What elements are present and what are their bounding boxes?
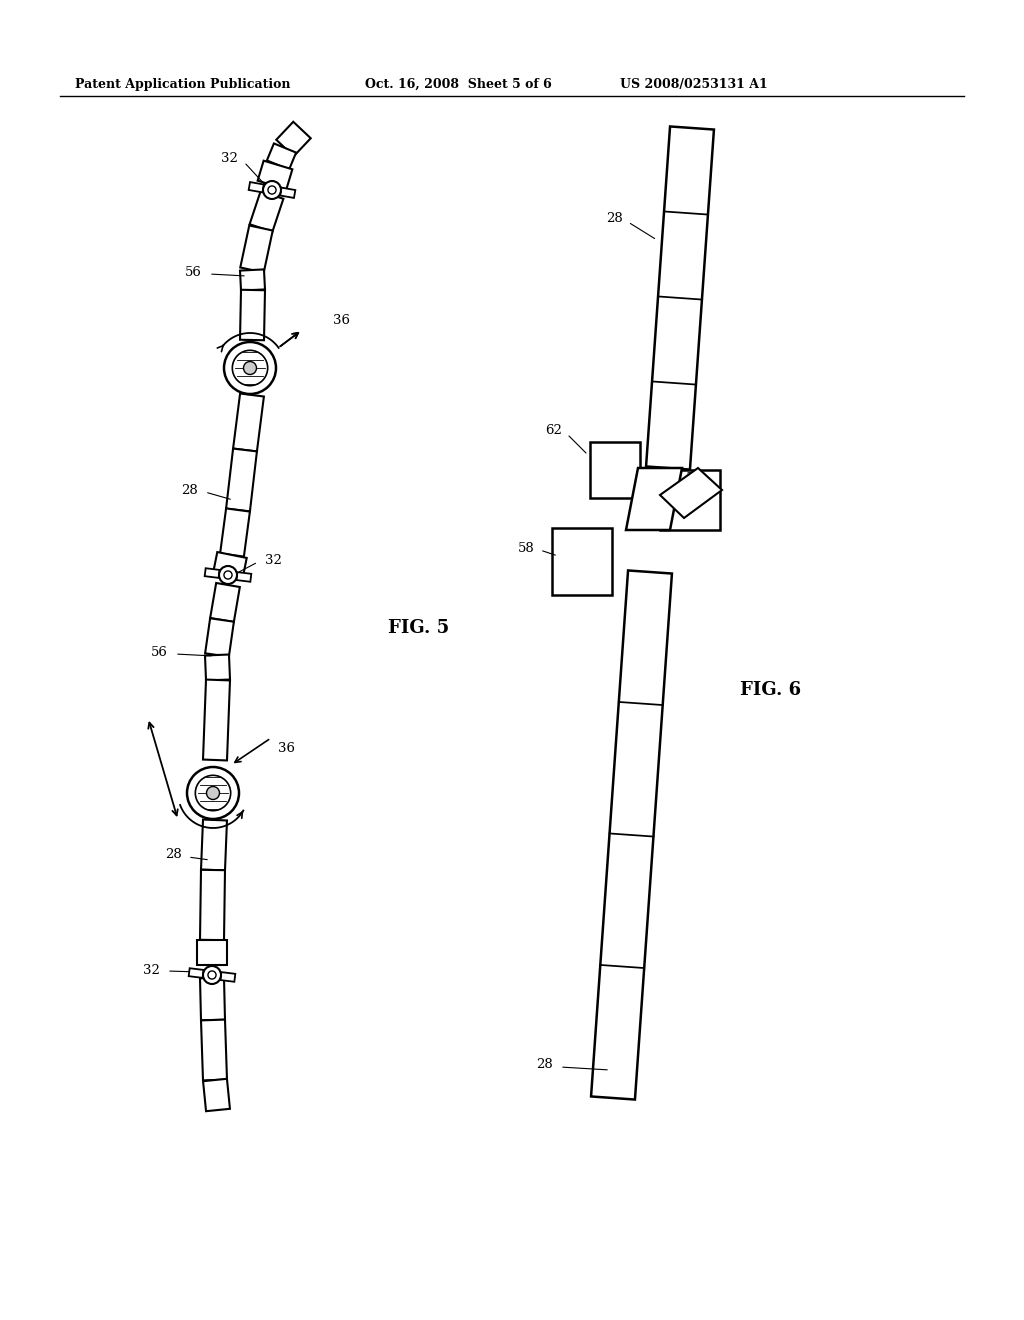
Text: Patent Application Publication: Patent Application Publication — [75, 78, 291, 91]
Polygon shape — [241, 226, 272, 272]
Circle shape — [224, 342, 276, 393]
Polygon shape — [591, 570, 672, 1100]
Circle shape — [232, 350, 267, 385]
Polygon shape — [237, 572, 251, 582]
Text: 28: 28 — [165, 849, 182, 862]
Text: 36: 36 — [333, 314, 350, 326]
Text: 56: 56 — [185, 265, 202, 279]
Text: US 2008/0253131 A1: US 2008/0253131 A1 — [620, 78, 768, 91]
Polygon shape — [203, 1078, 230, 1111]
Circle shape — [187, 767, 239, 818]
Polygon shape — [660, 470, 720, 531]
Polygon shape — [258, 161, 293, 189]
Polygon shape — [281, 187, 295, 198]
Text: 58: 58 — [686, 471, 702, 484]
Text: 32: 32 — [265, 553, 282, 566]
Text: FIG. 5: FIG. 5 — [388, 619, 450, 638]
Polygon shape — [220, 972, 236, 982]
Circle shape — [219, 566, 237, 583]
Text: 28: 28 — [181, 483, 198, 496]
Polygon shape — [590, 442, 640, 498]
Text: 32: 32 — [221, 152, 238, 165]
Polygon shape — [197, 940, 227, 965]
Circle shape — [208, 972, 216, 979]
Polygon shape — [249, 182, 264, 193]
Polygon shape — [552, 528, 612, 595]
Circle shape — [268, 186, 276, 194]
Polygon shape — [210, 583, 240, 622]
Polygon shape — [200, 870, 225, 940]
Polygon shape — [233, 393, 264, 451]
Polygon shape — [240, 269, 265, 290]
Text: 32: 32 — [143, 964, 160, 977]
Polygon shape — [201, 820, 227, 870]
Polygon shape — [220, 508, 250, 557]
Polygon shape — [205, 655, 230, 681]
Polygon shape — [203, 680, 230, 760]
Text: FIG. 6: FIG. 6 — [740, 681, 801, 700]
Text: 36: 36 — [278, 742, 295, 755]
Text: 28: 28 — [537, 1059, 553, 1072]
Circle shape — [207, 787, 219, 800]
Polygon shape — [276, 121, 310, 156]
Circle shape — [224, 572, 232, 579]
Polygon shape — [205, 568, 219, 578]
Polygon shape — [240, 290, 265, 341]
Polygon shape — [660, 469, 722, 517]
Polygon shape — [646, 127, 714, 470]
Circle shape — [196, 775, 230, 810]
Polygon shape — [226, 449, 257, 511]
Polygon shape — [205, 618, 233, 656]
Polygon shape — [188, 969, 204, 978]
Polygon shape — [267, 144, 296, 169]
Circle shape — [244, 362, 256, 375]
Circle shape — [263, 181, 281, 199]
Text: 62: 62 — [545, 424, 562, 437]
Text: 28: 28 — [606, 211, 623, 224]
Polygon shape — [213, 552, 247, 578]
Polygon shape — [201, 1019, 227, 1080]
Circle shape — [203, 966, 221, 983]
Polygon shape — [200, 978, 225, 1020]
Polygon shape — [250, 191, 284, 232]
Text: Oct. 16, 2008  Sheet 5 of 6: Oct. 16, 2008 Sheet 5 of 6 — [365, 78, 552, 91]
Text: 56: 56 — [152, 645, 168, 659]
Text: 58: 58 — [518, 541, 535, 554]
Polygon shape — [626, 469, 682, 531]
